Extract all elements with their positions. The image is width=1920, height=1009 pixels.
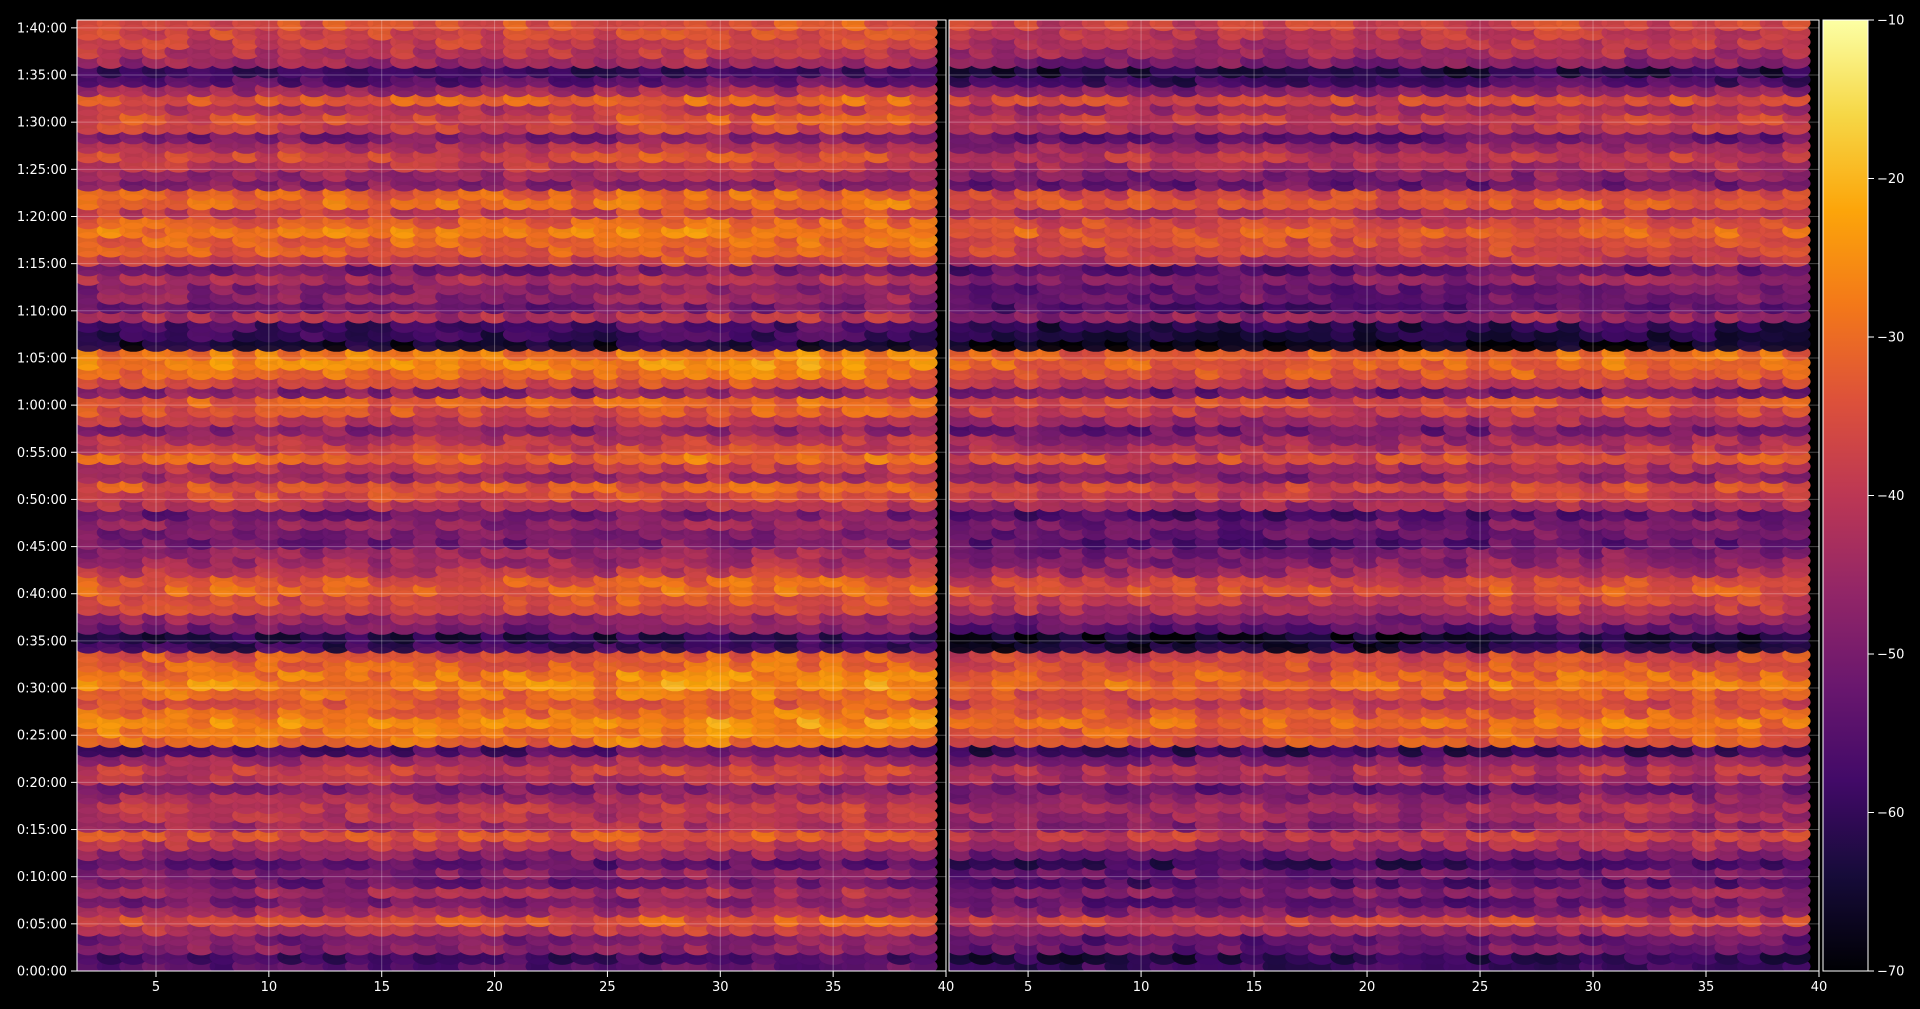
heatmap-panel-left xyxy=(77,20,938,971)
heatmap-panel-right xyxy=(949,20,1811,971)
